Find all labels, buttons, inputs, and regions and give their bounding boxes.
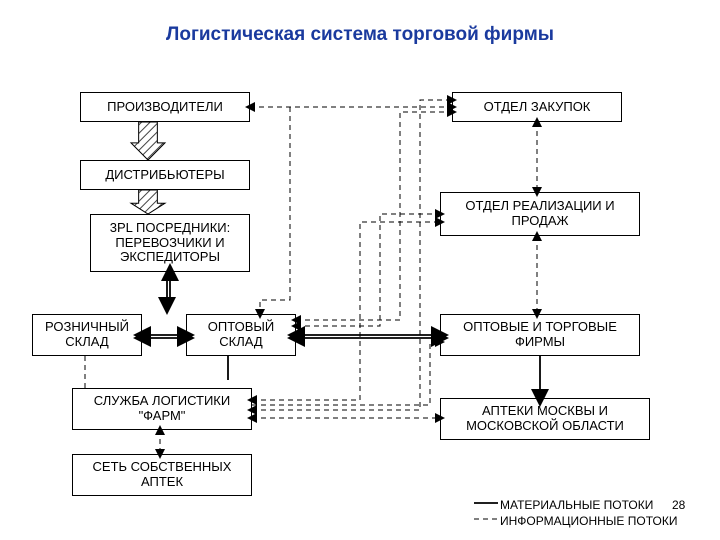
node-label: ПРОИЗВОДИТЕЛИ: [107, 100, 223, 115]
node-label: ОТДЕЛ РЕАЛИЗАЦИИ ИПРОДАЖ: [465, 199, 614, 229]
node-threepl: 3PL ПОСРЕДНИКИ:ПЕРЕВОЗЧИКИ ИЭКСПЕДИТОРЫ: [90, 214, 250, 272]
node-retail-wh: РОЗНИЧНЫЙСКЛАД: [32, 314, 142, 356]
legend-info: ИНФОРМАЦИОННЫЕ ПОТОКИ: [500, 514, 677, 528]
node-label: СЛУЖБА ЛОГИСТИКИ"ФАРМ": [94, 394, 230, 424]
node-label: ОПТОВЫЙСКЛАД: [208, 320, 274, 350]
node-label: ДИСТРИБЬЮТЕРЫ: [105, 168, 224, 183]
node-service: СЛУЖБА ЛОГИСТИКИ"ФАРМ": [72, 388, 252, 430]
node-moscow-pharm: АПТЕКИ МОСКВЫ ИМОСКОВСКОЙ ОБЛАСТИ: [440, 398, 650, 440]
node-purchase: ОТДЕЛ ЗАКУПОК: [452, 92, 622, 122]
page-number: 28: [672, 498, 685, 512]
node-producers: ПРОИЗВОДИТЕЛИ: [80, 92, 250, 122]
node-label: 3PL ПОСРЕДНИКИ:ПЕРЕВОЗЧИКИ ИЭКСПЕДИТОРЫ: [110, 221, 231, 266]
node-label: ОТДЕЛ ЗАКУПОК: [484, 100, 591, 115]
node-own-pharm: СЕТЬ СОБСТВЕННЫХАПТЕК: [72, 454, 252, 496]
node-label: ОПТОВЫЕ И ТОРГОВЫЕФИРМЫ: [463, 320, 617, 350]
node-sales: ОТДЕЛ РЕАЛИЗАЦИИ ИПРОДАЖ: [440, 192, 640, 236]
node-wholesale-firms: ОПТОВЫЕ И ТОРГОВЫЕФИРМЫ: [440, 314, 640, 356]
page-title: Логистическая система торговой фирмы: [0, 24, 720, 46]
node-wholesale-wh: ОПТОВЫЙСКЛАД: [186, 314, 296, 356]
node-label: СЕТЬ СОБСТВЕННЫХАПТЕК: [93, 460, 232, 490]
legend-material: МАТЕРИАЛЬНЫЕ ПОТОКИ: [500, 498, 653, 512]
node-label: АПТЕКИ МОСКВЫ ИМОСКОВСКОЙ ОБЛАСТИ: [466, 404, 624, 434]
node-distributors: ДИСТРИБЬЮТЕРЫ: [80, 160, 250, 190]
node-label: РОЗНИЧНЫЙСКЛАД: [45, 320, 129, 350]
